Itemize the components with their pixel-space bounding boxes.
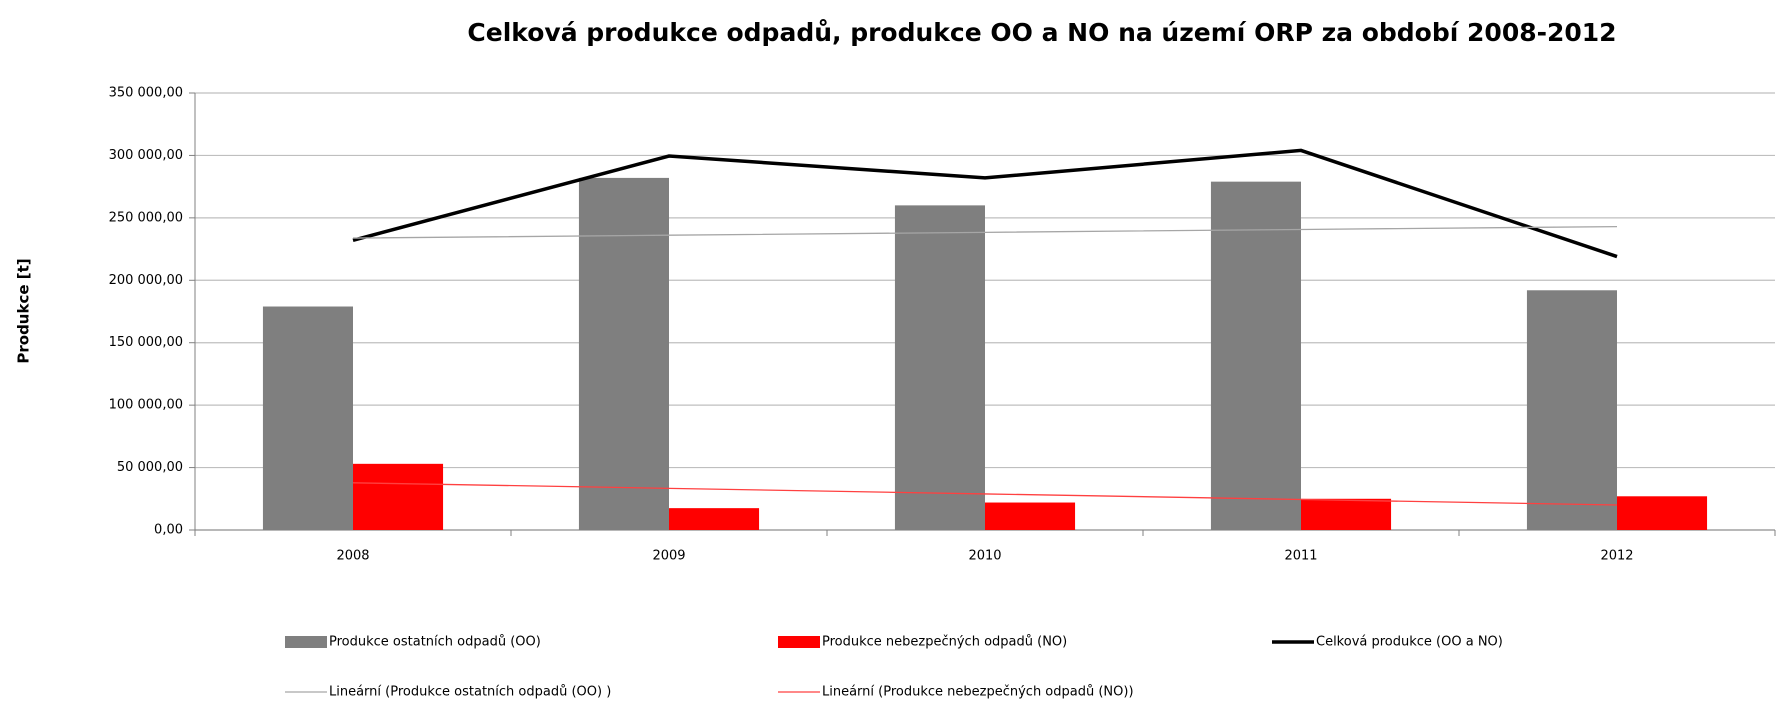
legend-label: Produkce nebezpečných odpadů (NO) bbox=[822, 635, 1067, 650]
legend-swatch bbox=[778, 636, 820, 648]
y-tick-label: 300 000,00 bbox=[109, 148, 183, 163]
legend-label: Produkce ostatních odpadů (OO) bbox=[329, 635, 541, 650]
bar bbox=[1301, 498, 1392, 530]
chart-title: Celková produkce odpadů, produkce OO a N… bbox=[467, 18, 1616, 47]
y-tick-label: 250 000,00 bbox=[109, 210, 183, 225]
x-tick-label: 2012 bbox=[1600, 549, 1633, 564]
trend-line bbox=[352, 225, 1618, 239]
bar bbox=[1210, 181, 1301, 531]
y-tick-label: 150 000,00 bbox=[109, 335, 183, 350]
legend-swatch bbox=[285, 636, 327, 648]
bar bbox=[262, 306, 353, 530]
x-tick-label: 2010 bbox=[968, 549, 1001, 564]
bar bbox=[1617, 496, 1708, 530]
trend-line bbox=[352, 482, 1618, 506]
bar bbox=[894, 205, 985, 530]
bar bbox=[353, 463, 444, 530]
bar bbox=[669, 508, 760, 530]
legend-label: Lineární (Produkce nebezpečných odpadů (… bbox=[822, 685, 1134, 700]
y-tick-label: 100 000,00 bbox=[109, 398, 183, 413]
y-tick-label: 200 000,00 bbox=[109, 273, 183, 288]
x-tick-label: 2011 bbox=[1284, 549, 1317, 564]
line-series bbox=[352, 148, 1618, 259]
y-tick-label: 50 000,00 bbox=[117, 460, 183, 475]
y-tick-label: 0,00 bbox=[154, 523, 183, 538]
x-tick-label: 2008 bbox=[336, 549, 369, 564]
bar bbox=[1526, 290, 1617, 530]
y-tick-label: 350 000,00 bbox=[109, 86, 183, 101]
bar bbox=[578, 177, 669, 530]
x-tick-label: 2009 bbox=[652, 549, 685, 564]
y-axis-title: Produkce [t] bbox=[15, 258, 33, 363]
legend-label: Lineární (Produkce ostatních odpadů (OO)… bbox=[329, 685, 611, 700]
legend-label: Celková produkce (OO a NO) bbox=[1316, 635, 1503, 650]
bar bbox=[985, 502, 1076, 530]
